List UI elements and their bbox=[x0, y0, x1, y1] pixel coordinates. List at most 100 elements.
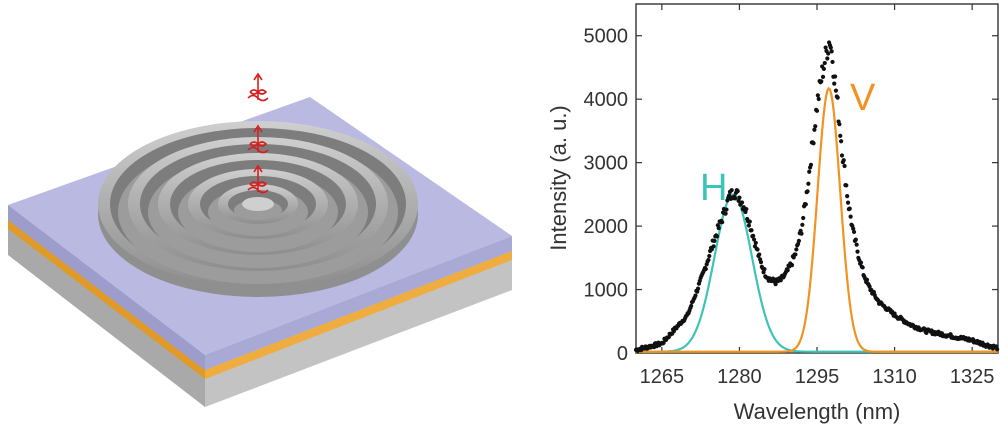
circular-bullseye-grating bbox=[98, 121, 418, 297]
y-axis-ticks: 0 1000 2000 3000 4000 5000 bbox=[584, 26, 998, 365]
data-point bbox=[833, 88, 839, 93]
data-point bbox=[829, 49, 834, 54]
data-point bbox=[816, 96, 821, 102]
data-point bbox=[851, 229, 857, 235]
data-point bbox=[845, 200, 851, 205]
data-point bbox=[853, 237, 858, 242]
data-point bbox=[753, 240, 758, 246]
y-tick-label-3: 3000 bbox=[584, 153, 629, 175]
data-point bbox=[795, 241, 801, 247]
data-point bbox=[726, 193, 732, 198]
data-point bbox=[714, 234, 720, 239]
data-point bbox=[703, 266, 708, 272]
data-point bbox=[806, 181, 811, 186]
y-axis-title: Intensity (a. u.) bbox=[546, 105, 571, 251]
data-point bbox=[855, 249, 860, 254]
data-point bbox=[811, 141, 816, 146]
data-point bbox=[860, 265, 865, 270]
x-tick-label-0: 1265 bbox=[640, 366, 685, 388]
fit-curves bbox=[636, 86, 998, 353]
slab-right-gold bbox=[205, 251, 512, 379]
slab-right-purple bbox=[205, 236, 512, 370]
data-point bbox=[813, 124, 818, 129]
y-tick-label-5: 5000 bbox=[584, 26, 629, 48]
y-tick-label-0: 0 bbox=[617, 343, 628, 365]
data-point bbox=[995, 347, 1000, 352]
data-point bbox=[723, 211, 728, 216]
data-point bbox=[819, 79, 824, 84]
data-point bbox=[854, 242, 859, 247]
x-tick-label-3: 1310 bbox=[872, 366, 917, 388]
data-point bbox=[830, 59, 835, 65]
data-point bbox=[796, 238, 801, 243]
data-point bbox=[851, 226, 856, 231]
data-point bbox=[761, 270, 766, 275]
y-tick-label-2: 2000 bbox=[584, 216, 629, 238]
x-tick-label-1: 1280 bbox=[717, 366, 762, 388]
data-point bbox=[822, 60, 827, 66]
data-point bbox=[839, 139, 844, 144]
peak-label-h: H bbox=[700, 167, 727, 209]
data-point bbox=[807, 169, 812, 174]
data-point bbox=[729, 188, 734, 193]
x-axis-ticks: 1265 1280 1295 1310 1325 bbox=[640, 4, 994, 388]
data-points bbox=[633, 40, 1000, 353]
data-point bbox=[747, 219, 752, 224]
data-point bbox=[724, 207, 729, 212]
data-point bbox=[800, 222, 805, 227]
data-point bbox=[733, 196, 738, 201]
data-point bbox=[773, 281, 778, 287]
data-point bbox=[828, 45, 833, 50]
data-point bbox=[842, 163, 847, 169]
data-point bbox=[751, 233, 756, 238]
data-point bbox=[858, 260, 864, 265]
data-point bbox=[711, 244, 716, 249]
data-point bbox=[864, 277, 870, 282]
slab-left-purple bbox=[8, 205, 205, 370]
data-point bbox=[814, 108, 820, 113]
data-point bbox=[758, 260, 764, 265]
y-tick-label-1: 1000 bbox=[584, 280, 629, 302]
data-point bbox=[845, 194, 850, 199]
data-point bbox=[837, 122, 842, 127]
data-point bbox=[693, 293, 698, 298]
data-point bbox=[820, 74, 826, 79]
data-point bbox=[720, 220, 725, 225]
data-point bbox=[867, 284, 872, 289]
data-point bbox=[841, 158, 846, 163]
data-point bbox=[689, 303, 694, 309]
data-point bbox=[838, 133, 843, 138]
data-point bbox=[826, 51, 831, 56]
photon-wave-packet-icon bbox=[247, 72, 269, 194]
y-tick-label-4: 4000 bbox=[584, 89, 629, 111]
data-point bbox=[821, 66, 826, 72]
x-tick-label-2: 1295 bbox=[795, 366, 840, 388]
plot-frame bbox=[635, 3, 999, 354]
data-point bbox=[712, 238, 717, 243]
data-point bbox=[801, 215, 806, 221]
data-point bbox=[735, 188, 740, 194]
data-point bbox=[815, 93, 820, 98]
data-point bbox=[805, 189, 810, 194]
data-point bbox=[751, 237, 757, 242]
data-point bbox=[848, 214, 853, 219]
data-point bbox=[716, 226, 721, 231]
x-axis-title: Wavelength (nm) bbox=[734, 399, 901, 424]
data-point bbox=[755, 247, 760, 252]
data-point bbox=[803, 202, 808, 207]
spectrum-chart: 0 1000 2000 3000 4000 5000 1265 1280 1295 1310 13… bbox=[546, 3, 1000, 424]
data-point bbox=[778, 278, 783, 283]
data-point bbox=[789, 263, 795, 268]
data-point bbox=[744, 206, 749, 212]
data-point bbox=[823, 45, 828, 50]
data-point bbox=[793, 252, 798, 257]
data-point bbox=[839, 153, 845, 158]
data-point bbox=[832, 81, 837, 86]
data-point bbox=[749, 228, 754, 233]
data-point bbox=[799, 231, 804, 236]
fit-curve-1 bbox=[636, 86, 998, 353]
data-point bbox=[847, 206, 852, 211]
data-point bbox=[739, 200, 745, 205]
data-point bbox=[707, 253, 712, 259]
data-point bbox=[812, 127, 817, 132]
